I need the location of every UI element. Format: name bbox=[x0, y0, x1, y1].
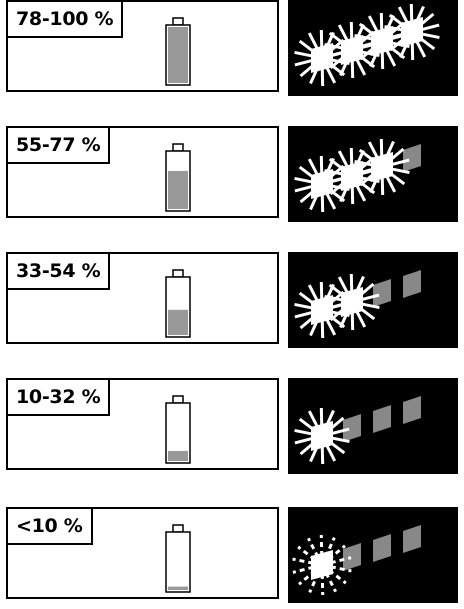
level-row: <10 % bbox=[6, 507, 458, 603]
led-indicator-panel bbox=[288, 252, 458, 348]
battery-panel: 10-32 % bbox=[6, 378, 279, 470]
battery-icon bbox=[164, 142, 192, 213]
led-on bbox=[294, 281, 350, 339]
led-on bbox=[294, 29, 350, 87]
led-on bbox=[294, 407, 350, 465]
level-label: 33-54 % bbox=[8, 254, 111, 290]
battery-shape bbox=[165, 269, 191, 338]
level-label: <10 % bbox=[8, 509, 93, 545]
battery-body bbox=[165, 531, 191, 593]
level-label: 10-32 % bbox=[8, 380, 111, 416]
battery-charge-fill bbox=[168, 586, 188, 590]
led-indicator-panel bbox=[288, 0, 458, 96]
led-off bbox=[343, 414, 361, 442]
battery-charge-fill bbox=[168, 450, 188, 461]
battery-icon bbox=[164, 16, 192, 87]
battery-panel: 78-100 % bbox=[6, 0, 279, 92]
led-off bbox=[403, 144, 421, 172]
battery-shape bbox=[165, 395, 191, 464]
level-row: 78-100 % bbox=[6, 0, 458, 96]
level-row: 10-32 % bbox=[6, 378, 458, 474]
led-strip bbox=[294, 138, 421, 213]
led-off bbox=[373, 405, 391, 433]
led-strip bbox=[294, 270, 421, 339]
led-off bbox=[403, 270, 421, 298]
battery-shape bbox=[165, 143, 191, 212]
battery-charge-fill bbox=[168, 309, 188, 335]
battery-charge-fill bbox=[168, 27, 188, 83]
led-indicator-panel bbox=[288, 126, 458, 222]
battery-terminal bbox=[172, 524, 184, 533]
battery-shape bbox=[165, 524, 191, 593]
battery-terminal bbox=[172, 269, 184, 278]
led-off bbox=[373, 279, 391, 307]
led-strip bbox=[294, 3, 440, 87]
battery-charge-fill bbox=[168, 170, 188, 209]
battery-terminal bbox=[172, 395, 184, 404]
level-row: 33-54 % bbox=[6, 252, 458, 348]
led-strip bbox=[294, 396, 421, 465]
led-off bbox=[403, 396, 421, 424]
level-row: 55-77 % bbox=[6, 126, 458, 222]
battery-icon bbox=[164, 268, 192, 339]
led-indicator-panel bbox=[288, 378, 458, 474]
led-indicator-panel bbox=[288, 507, 458, 603]
battery-shape bbox=[165, 17, 191, 86]
led-strip bbox=[292, 525, 421, 596]
battery-icon bbox=[164, 523, 192, 594]
battery-terminal bbox=[172, 17, 184, 26]
battery-icon bbox=[164, 394, 192, 465]
battery-terminal bbox=[172, 143, 184, 152]
led-off bbox=[403, 525, 421, 553]
led-on bbox=[294, 155, 350, 213]
led-off bbox=[373, 534, 391, 562]
led-blinking bbox=[292, 534, 352, 596]
battery-panel: 55-77 % bbox=[6, 126, 279, 218]
battery-panel: <10 % bbox=[6, 507, 279, 599]
led-off bbox=[343, 543, 361, 571]
level-label: 55-77 % bbox=[8, 128, 111, 164]
level-label: 78-100 % bbox=[8, 2, 124, 38]
battery-panel: 33-54 % bbox=[6, 252, 279, 344]
